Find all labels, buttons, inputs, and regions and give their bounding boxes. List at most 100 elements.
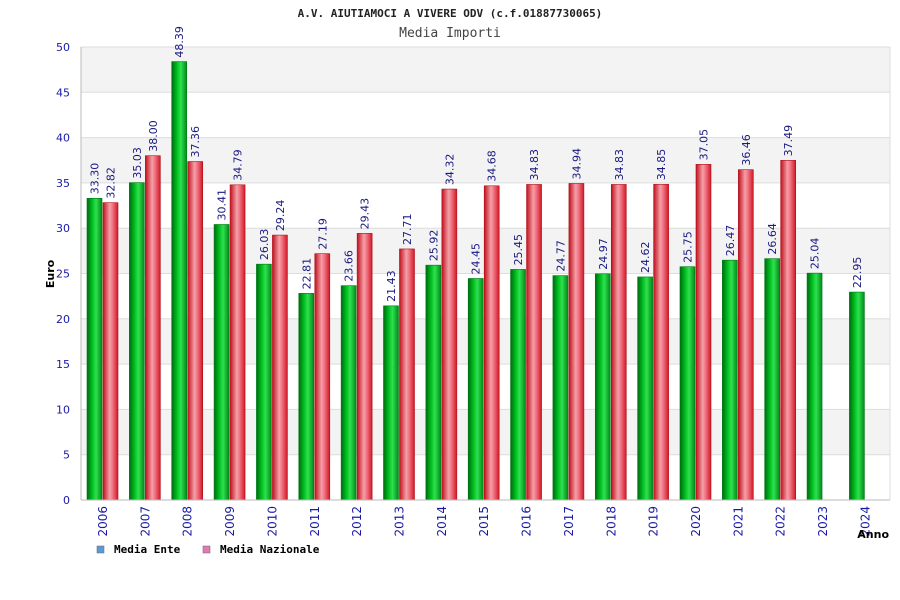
legend-swatch-media-ente (96, 545, 105, 554)
value-label: 34.83 (613, 149, 626, 181)
bar-media-ente (86, 198, 103, 501)
legend: Media Ente Media Nazionale (96, 543, 320, 556)
value-label: 24.97 (597, 238, 610, 270)
value-label: 21.43 (385, 270, 398, 302)
chart-subtitle: Media Importi (399, 26, 501, 41)
bar-media-ente (849, 291, 865, 501)
y-tick-label: 25 (56, 268, 70, 281)
plot-band (81, 47, 890, 93)
x-tick-label: 2023 (816, 506, 830, 537)
plot-band (81, 92, 890, 138)
bar-media-ente (510, 269, 526, 501)
value-label: 37.36 (189, 126, 202, 158)
y-axis-ticks: 0 5 10 15 20 25 30 35 40 45 50 (56, 41, 70, 507)
x-tick-label: 2010 (265, 506, 279, 537)
bar-media-ente (722, 259, 738, 501)
bar-media-nazionale (399, 248, 415, 501)
y-tick-label: 45 (56, 86, 70, 99)
y-axis-label: Euro (44, 259, 57, 288)
bar-media-nazionale (610, 184, 627, 501)
x-tick-label: 2008 (181, 506, 195, 537)
value-label: 24.45 (470, 243, 483, 275)
value-label: 22.81 (300, 258, 313, 290)
bar-media-nazionale (483, 185, 500, 501)
x-tick-label: 2014 (435, 506, 449, 537)
legend-label-media-ente: Media Ente (114, 543, 181, 556)
x-tick-label: 2006 (96, 506, 110, 537)
value-label: 25.75 (681, 231, 694, 263)
value-label: 34.94 (570, 148, 583, 180)
value-label: 32.82 (105, 167, 118, 199)
value-label: 34.32 (443, 154, 456, 186)
bar-media-nazionale (229, 184, 246, 501)
value-label: 34.79 (232, 149, 245, 180)
value-label: 36.46 (740, 134, 753, 166)
y-tick-label: 15 (56, 358, 70, 371)
value-label: 24.77 (554, 240, 567, 272)
y-tick-label: 5 (63, 449, 70, 462)
bar-media-ente (129, 182, 145, 501)
x-tick-label: 2021 (731, 506, 745, 537)
bar-media-ente (467, 278, 484, 501)
value-label: 37.49 (782, 125, 795, 157)
bar-media-ente (340, 285, 357, 501)
x-tick-label: 2009 (223, 506, 237, 537)
value-label: 22.95 (851, 257, 864, 289)
x-axis-label: Anno (857, 528, 889, 541)
bar-media-ente (256, 263, 272, 501)
value-label: 27.19 (316, 218, 329, 250)
chart-title: A.V. AIUTIAMOCI A VIVERE ODV (c.f.018877… (298, 7, 603, 20)
value-label: 35.03 (131, 147, 144, 179)
x-tick-label: 2013 (392, 506, 406, 537)
x-tick-label: 2024 (858, 506, 872, 537)
bar-media-ente (806, 272, 823, 501)
value-label: 26.64 (766, 223, 779, 255)
value-label: 25.04 (809, 238, 822, 270)
bar-media-ente (171, 61, 188, 501)
value-label: 33.30 (89, 163, 102, 195)
bar-media-ente (594, 273, 611, 501)
x-axis-ticks: 2006 2007 2008 2009 2010 2011 2012 2013 2014 2015… (96, 506, 872, 537)
bar-media-nazionale (314, 253, 331, 501)
value-label: 26.03 (258, 229, 271, 261)
legend-swatch-media-nazionale (202, 545, 211, 554)
x-tick-label: 2017 (562, 506, 576, 537)
y-tick-label: 10 (56, 403, 70, 416)
x-tick-label: 2015 (477, 506, 491, 537)
y-tick-label: 20 (56, 313, 70, 326)
bar-media-nazionale (145, 155, 161, 501)
value-label: 37.05 (697, 129, 710, 161)
x-tick-label: 2022 (774, 506, 788, 537)
value-label: 48.39 (173, 26, 186, 58)
bar-media-ente (298, 293, 315, 501)
value-label: 27.71 (401, 213, 414, 245)
x-tick-label: 2019 (647, 506, 661, 537)
bar-media-ente (552, 275, 569, 501)
bar-media-nazionale (356, 233, 373, 501)
bar-media-nazionale (695, 164, 712, 501)
x-tick-label: 2007 (138, 506, 152, 537)
bar-media-nazionale (102, 202, 119, 501)
value-label: 29.24 (274, 200, 287, 232)
bar-media-ente (383, 305, 399, 501)
plot-band (81, 137, 890, 183)
value-label: 26.47 (724, 225, 737, 257)
value-label: 23.66 (343, 250, 356, 282)
bar-media-nazionale (187, 161, 204, 501)
bar-media-nazionale (653, 183, 669, 501)
value-label: 34.68 (486, 150, 499, 182)
bar-media-ente (679, 266, 696, 501)
bar-media-nazionale (526, 184, 542, 501)
bar-media-ente (213, 224, 230, 501)
x-tick-label: 2011 (308, 506, 322, 537)
bar-media-nazionale (738, 169, 754, 501)
x-tick-label: 2012 (350, 506, 364, 537)
value-label: 34.85 (655, 149, 668, 181)
bar-media-ente (425, 264, 442, 501)
y-tick-label: 40 (56, 132, 70, 145)
x-tick-label: 2018 (604, 506, 618, 537)
y-tick-label: 50 (56, 41, 70, 54)
y-tick-label: 30 (56, 222, 70, 235)
